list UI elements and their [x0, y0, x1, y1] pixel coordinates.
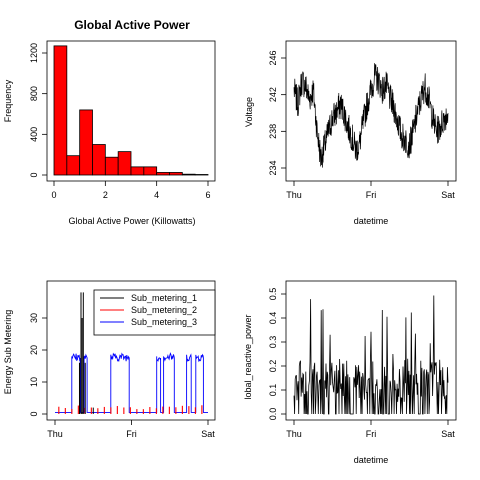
reactive-power-axes: Thu Fri Sat 0.0 0.1 0.2 0.3 0.4 0.5	[268, 280, 457, 439]
x-tick-label: Sat	[441, 190, 455, 200]
histogram-bar	[181, 173, 196, 176]
y-tick-label: 20	[29, 345, 39, 355]
voltage-frame	[285, 40, 457, 182]
histogram-bar	[143, 166, 158, 176]
x-tick-label: Sat	[201, 429, 215, 439]
histogram-axes: 0 2 4 6 0 400 800 1200	[29, 40, 216, 200]
sub-metering-plot: Thu Fri Sat 0 10 20 30 Energy Sub Metering Sub…	[3, 280, 216, 439]
y-tick-label: 10	[29, 377, 39, 387]
reactive-power-y-label: lobal_reactive_power	[243, 314, 253, 399]
y-tick-label: 0.4	[268, 312, 278, 325]
y-tick-label: 234	[268, 160, 278, 175]
y-tick-label: 0.1	[268, 384, 278, 397]
sub-metering-legend: Sub_metering_1 Sub_metering_2 Sub_metering…	[93, 289, 216, 336]
histogram-bar	[169, 172, 183, 176]
x-tick-label: Fri	[366, 429, 377, 439]
histogram-bar	[194, 174, 209, 176]
reactive-power-x-label: datetime	[354, 455, 389, 465]
legend-label: Sub_metering_1	[131, 293, 197, 303]
sub-metering-frame	[46, 280, 216, 421]
sub-metering-axes: Thu Fri Sat 0 10 20 30	[29, 280, 216, 439]
histogram-bar	[92, 144, 106, 176]
x-tick-label: Fri	[366, 190, 377, 200]
x-tick-label: 2	[103, 190, 108, 200]
y-tick-label: 0.5	[268, 288, 278, 301]
voltage-axes: Thu Fri Sat 234 238 242 246	[268, 40, 457, 200]
x-tick-label: 0	[51, 190, 56, 200]
reactive-power-plot: Thu Fri Sat 0.0 0.1 0.2 0.3 0.4 0.5 datetime lob…	[243, 280, 457, 465]
sub-metering-1-spikes	[78, 292, 94, 414]
sub-metering-y-label: Energy Sub Metering	[3, 310, 13, 395]
voltage-x-label: datetime	[354, 216, 389, 226]
histogram-bar	[130, 166, 145, 176]
y-tick-label: 400	[29, 127, 39, 142]
y-tick-label: 0	[29, 411, 39, 416]
reactive-power-series-line	[293, 295, 449, 415]
legend-label: Sub_metering_2	[131, 305, 197, 315]
y-tick-label: 242	[268, 87, 278, 102]
voltage-y-label: Voltage	[244, 97, 254, 127]
sub-metering-2-spikes	[58, 405, 203, 414]
histogram-bar	[117, 151, 132, 176]
histogram-bars	[53, 45, 209, 176]
histogram-bar	[53, 45, 68, 176]
x-tick-label: 4	[154, 190, 159, 200]
x-tick-label: Thu	[286, 429, 302, 439]
sub-metering-3-line	[55, 352, 208, 413]
legend-label: Sub_metering_3	[131, 317, 197, 327]
x-tick-label: Sat	[441, 429, 455, 439]
voltage-line	[293, 63, 449, 168]
y-tick-label: 0	[29, 172, 39, 177]
histogram-y-label: Frequency	[3, 79, 13, 122]
y-tick-label: 0.2	[268, 360, 278, 373]
y-tick-label: 1200	[29, 43, 39, 63]
histogram-plot: Global Active Power 0 2 4 6 0 400 800 1200 Glob…	[3, 18, 216, 226]
histogram-x-label: Global Active Power (Killowatts)	[68, 216, 195, 226]
x-tick-label: 6	[205, 190, 210, 200]
voltage-series-line	[293, 63, 449, 168]
histogram-bar	[156, 172, 170, 176]
y-tick-label: 246	[268, 50, 278, 65]
histogram-title: Global Active Power	[74, 18, 190, 32]
y-tick-label: 0.3	[268, 336, 278, 349]
histogram-bar	[66, 155, 81, 176]
y-tick-label: 30	[29, 313, 39, 323]
x-tick-label: Fri	[126, 429, 137, 439]
x-tick-label: Thu	[286, 190, 302, 200]
reactive-power-lines	[293, 295, 449, 415]
y-tick-label: 238	[268, 124, 278, 139]
sub-metering-lines	[55, 292, 208, 414]
y-tick-label: 800	[29, 86, 39, 101]
x-tick-label: Thu	[47, 429, 63, 439]
voltage-plot: Thu Fri Sat 234 238 242 246 datetime Voltage	[244, 40, 457, 226]
y-tick-label: 0.0	[268, 408, 278, 421]
histogram-bar	[104, 156, 119, 176]
histogram-bar	[79, 109, 93, 176]
histogram-frame	[46, 40, 216, 182]
